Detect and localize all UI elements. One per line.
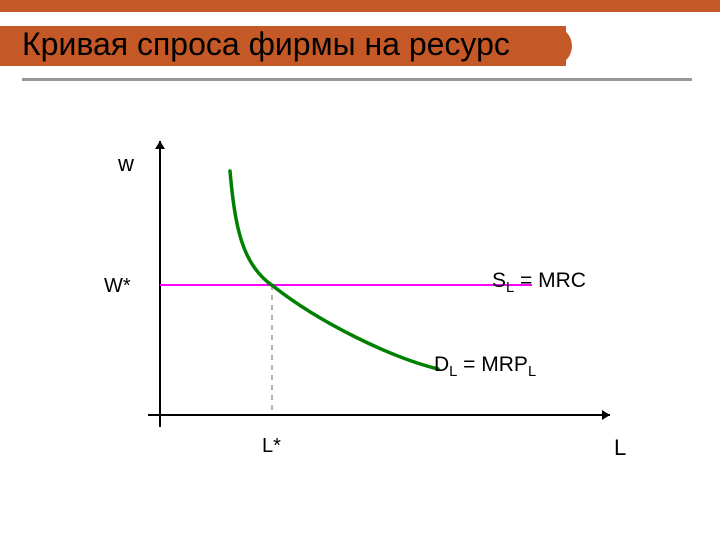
slide: { "title": "Кривая спроса фирмы на ресур… [0,0,720,540]
supply-curve-label: SL = MRC [492,269,586,296]
header-top-bar [0,0,720,12]
title-block: Кривая спроса фирмы на ресурс [22,26,510,63]
x-axis-label: L [614,435,626,461]
title-underline [22,78,692,81]
w-star-label: W* [104,275,131,298]
demand-curve-label: DL = MRPL [434,353,536,380]
slide-title: Кривая спроса фирмы на ресурс [22,26,510,63]
l-star-label: L* [262,435,281,458]
y-axis-label: w [118,151,134,177]
title-strip-cap [552,26,572,66]
chart-area: w L W* L* SL = MRC DL = MRPL [90,135,630,455]
